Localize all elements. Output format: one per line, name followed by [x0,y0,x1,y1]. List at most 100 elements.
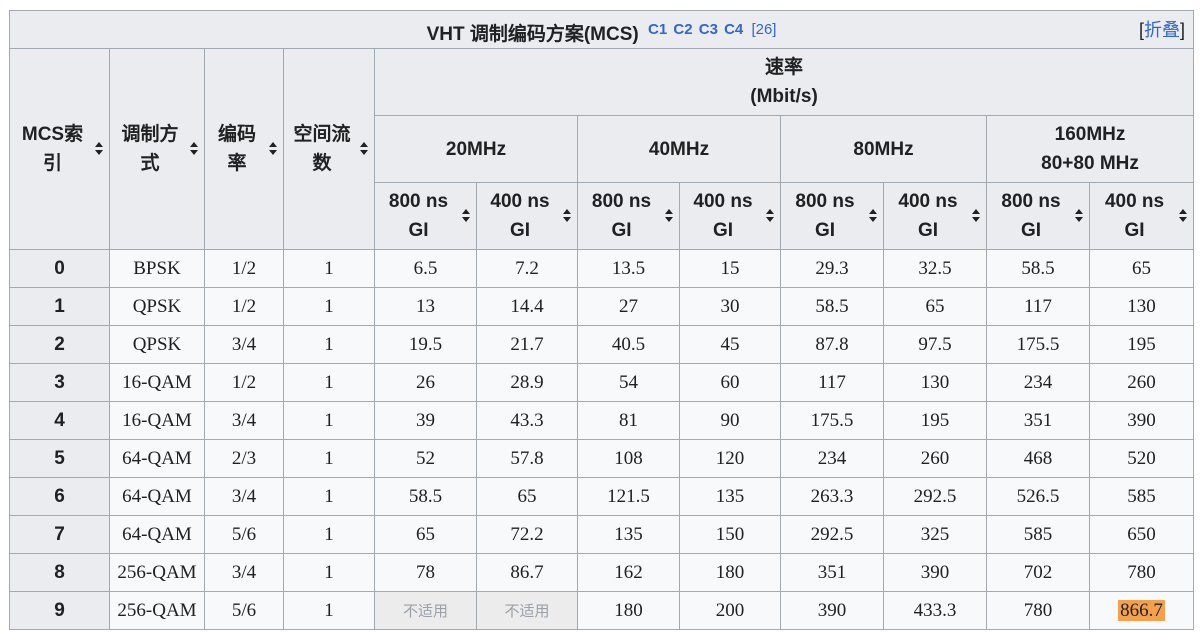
rate-cell: 21.7 [476,325,578,364]
spatial-streams-cell: 1 [283,325,375,364]
rate-cell: 234 [986,363,1090,402]
header-gi-160-800[interactable]: 800 ns GI [986,182,1090,250]
citation-link-c4[interactable]: C4 [724,21,744,38]
spatial-streams-cell: 1 [283,287,375,326]
sort-icon[interactable] [972,208,981,224]
modulation-cell: 64-QAM [109,515,205,554]
rate-cell: 6.5 [374,249,477,288]
rate-cell: 162 [577,553,680,592]
table-row: 0 BPSK 1/2 1 6.5 7.2 13.5 15 29.3 32.5 58.5 65 [9,249,1195,288]
spatial-streams-cell: 1 [283,477,375,516]
coding-rate-cell: 3/4 [204,325,284,364]
rate-cell: 325 [883,515,987,554]
rate-cell: 57.8 [476,439,578,478]
mcs-index-cell: 7 [9,515,110,554]
sort-icon[interactable] [190,141,199,157]
rate-cell: 292.5 [780,515,884,554]
mcs-index-cell: 1 [9,287,110,326]
rate-cell: 43.3 [476,401,578,440]
header-gi-40-400[interactable]: 400 ns GI [679,182,781,250]
spatial-streams-cell: 1 [283,553,375,592]
sort-icon[interactable] [766,208,775,224]
rate-cell: 180 [679,553,781,592]
rate-cell: 650 [1088,515,1195,554]
rate-cell: 15 [679,249,781,288]
vht-mcs-table: VHT 调制编码方案(MCS) C1 C2 C3 C4 [26] [折叠] MC… [8,10,1195,630]
rate-cell: 13 [374,287,477,326]
sort-icon[interactable] [1075,208,1084,224]
rate-cell: 130 [883,363,987,402]
rate-cell: 58.5 [374,477,477,516]
mcs-index-cell: 8 [9,553,110,592]
header-bw-20mhz: 20MHz [374,115,578,183]
sort-icon[interactable] [665,208,674,224]
collapse-toggle: [折叠] [1139,20,1186,40]
table-row: 7 64-QAM 5/6 1 65 72.2 135 150 292.5 325 585 650 [9,515,1195,554]
citation-link-c1[interactable]: C1 [648,21,668,38]
coding-rate-cell: 3/4 [204,477,284,516]
citation-link-c2[interactable]: C2 [673,21,693,38]
coding-rate-cell: 1/2 [204,363,284,402]
header-gi-80-400[interactable]: 400 ns GI [883,182,987,250]
rate-cell: 60 [679,363,781,402]
collapse-button[interactable]: 折叠 [1144,20,1181,40]
mcs-index-cell: 0 [9,249,110,288]
mcs-index-cell: 6 [9,477,110,516]
table-row: 8 256-QAM 3/4 1 78 86.7 162 180 351 390 702 780 [9,553,1195,592]
sort-icon[interactable] [563,208,572,224]
sort-icon[interactable] [462,208,471,224]
header-gi-20-400[interactable]: 400 ns GI [476,182,578,250]
rate-cell: 526.5 [986,477,1090,516]
rate-cell: 135 [577,515,680,554]
header-rate: 速率 (Mbit/s) [373,48,1195,116]
rate-cell: 200 [679,591,781,630]
rate-cell: 702 [986,553,1090,592]
table-row: 2 QPSK 3/4 1 19.5 21.7 40.5 45 87.8 97.5 175.5 195 [9,325,1195,364]
modulation-cell: BPSK [109,249,205,288]
rate-cell: 433.3 [883,591,987,630]
header-bw-160mhz: 160MHz 80+80 MHz [985,115,1195,183]
rate-cell: 180 [577,591,680,630]
mcs-index-cell: 4 [9,401,110,440]
modulation-cell: 16-QAM [109,363,205,402]
header-bw-40mhz: 40MHz [577,115,781,183]
header-gi-40-800[interactable]: 800 ns GI [577,182,680,250]
sort-icon[interactable] [269,141,278,157]
rate-cell: 不适用 [374,591,477,630]
rate-cell: 54 [577,363,680,402]
table-row: 5 64-QAM 2/3 1 52 57.8 108 120 234 260 468 520 [9,439,1195,478]
table-row: 9 256-QAM 5/6 1 不适用 不适用 180 200 390 433.3 780 866.7 [9,591,1195,630]
spatial-streams-cell: 1 [283,439,375,478]
table-caption: VHT 调制编码方案(MCS) C1 C2 C3 C4 [26] [折叠] [8,10,1195,49]
rate-cell: 520 [1088,439,1195,478]
rate-cell: 26 [374,363,477,402]
sort-icon[interactable] [869,208,878,224]
header-modulation[interactable]: 调制方式 [109,48,205,250]
table-row: 4 16-QAM 3/4 1 39 43.3 81 90 175.5 195 351 390 [9,401,1195,440]
sort-icon[interactable] [95,141,104,157]
coding-rate-cell: 5/6 [204,515,284,554]
sort-icon[interactable] [1179,208,1188,224]
rate-cell: 65 [883,287,987,326]
citation-link-c3[interactable]: C3 [698,21,718,38]
modulation-cell: QPSK [109,325,205,364]
sort-icon[interactable] [360,141,369,157]
header-gi-80-800[interactable]: 800 ns GI [780,182,884,250]
coding-rate-cell: 1/2 [204,249,284,288]
rate-cell: 260 [883,439,987,478]
header-mcs-index[interactable]: MCS索引 [9,48,110,250]
header-coding-rate[interactable]: 编码率 [204,48,284,250]
rate-cell: 30 [679,287,781,326]
header-gi-20-800[interactable]: 800 ns GI [374,182,477,250]
rate-cell: 87.8 [780,325,884,364]
header-spatial-streams[interactable]: 空间流数 [283,48,375,250]
rate-cell: 866.7 [1088,591,1195,630]
rate-cell: 72.2 [476,515,578,554]
rate-cell: 65 [476,477,578,516]
reference-link-26[interactable]: [26] [751,21,777,38]
rate-cell: 468 [986,439,1090,478]
header-gi-160-400[interactable]: 400 ns GI [1088,182,1195,250]
rate-cell: 40.5 [577,325,680,364]
rate-cell: 263.3 [780,477,884,516]
rate-cell: 65 [374,515,477,554]
